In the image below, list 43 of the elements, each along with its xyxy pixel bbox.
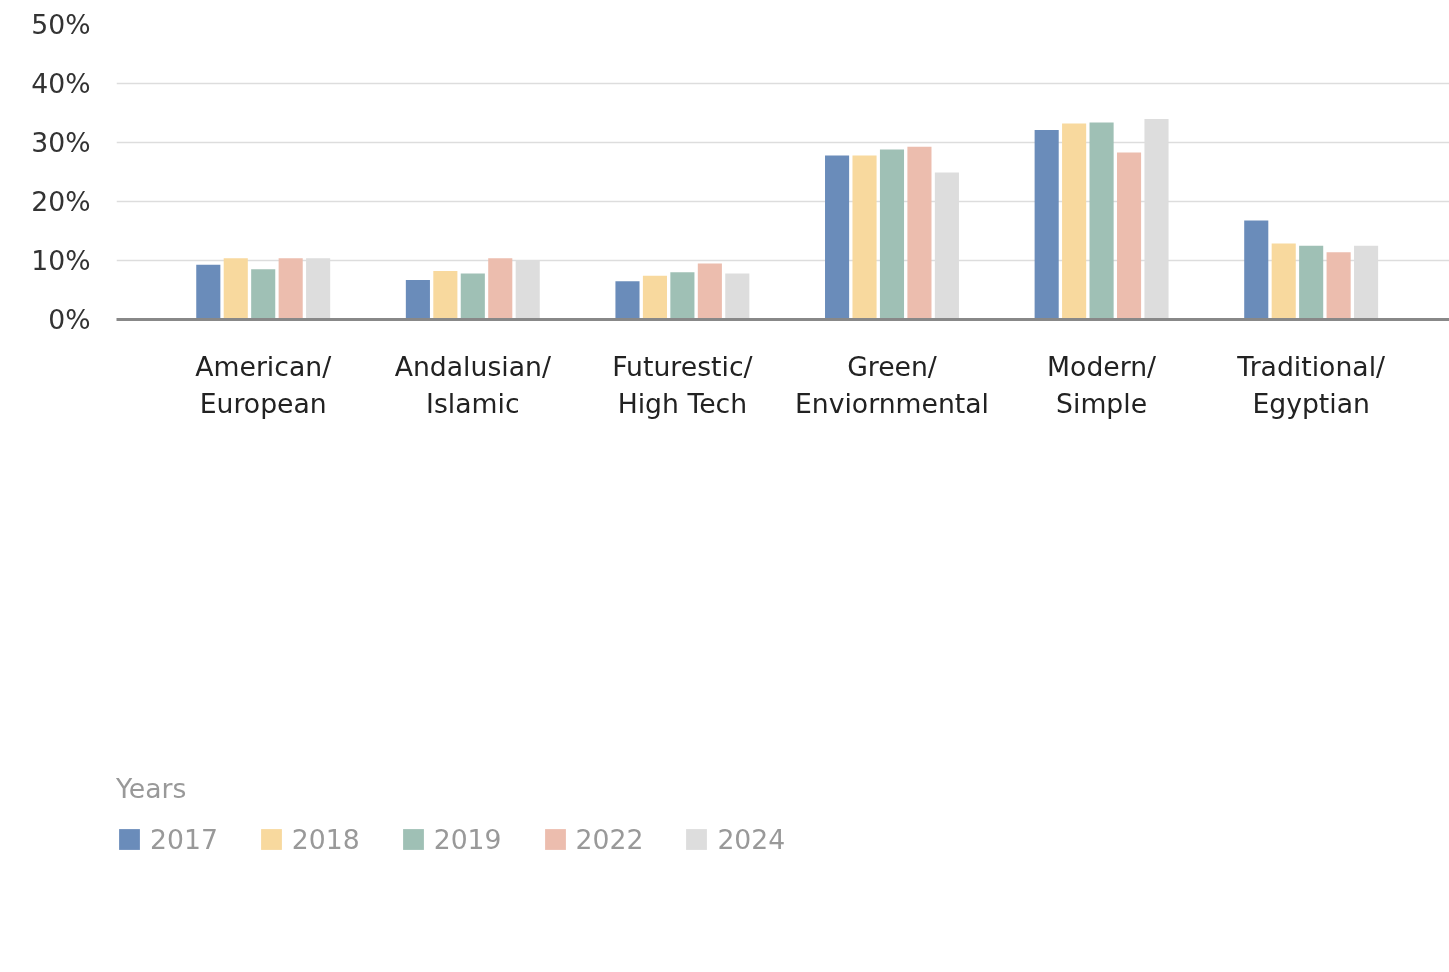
x-tick-label: Green/ Enviornmental [794, 350, 990, 419]
bar [1299, 245, 1324, 320]
y-tick-label: 40% [31, 68, 91, 99]
bar [1089, 122, 1114, 320]
x-tick-label: Traditional/ Egyptian [1236, 350, 1386, 419]
legend-label: 2024 [717, 823, 786, 855]
bar [196, 264, 221, 320]
legend-label: 2022 [575, 823, 644, 855]
legend-title: Years [116, 772, 188, 804]
bar [1244, 220, 1269, 320]
bar [1062, 123, 1087, 320]
x-tick-label: Andalusian/ Islamic [394, 350, 551, 419]
y-tick-label: 10% [31, 245, 91, 276]
bar [1271, 243, 1296, 320]
bar [852, 155, 877, 320]
y-tick-label: 50% [31, 9, 91, 40]
bar [907, 146, 932, 320]
bar [1034, 130, 1059, 320]
legend-label: 2017 [150, 823, 218, 855]
bar [251, 269, 276, 320]
y-tick-label: 30% [31, 127, 91, 158]
bar [697, 263, 722, 320]
bar [670, 272, 695, 320]
bar [642, 275, 667, 320]
bar [460, 273, 485, 320]
bar [825, 155, 850, 320]
bar [488, 258, 513, 320]
x-tick-label: Futurestic/ High Tech [612, 350, 753, 419]
bar [1116, 152, 1142, 320]
bar [433, 271, 458, 320]
bar [615, 281, 640, 320]
y-tick-label: 0% [48, 304, 91, 335]
legend-label: 2018 [291, 823, 360, 855]
y-tick-label: 20% [31, 186, 91, 217]
bar [405, 279, 430, 320]
bar [1326, 252, 1351, 320]
bar [879, 149, 905, 320]
bar [725, 273, 750, 320]
bar [278, 258, 303, 320]
legend-label: 2019 [433, 823, 502, 855]
bar [223, 258, 248, 320]
x-tick-label: Modern/ Simple [1047, 350, 1157, 419]
x-tick-label: American/ European [195, 350, 332, 419]
